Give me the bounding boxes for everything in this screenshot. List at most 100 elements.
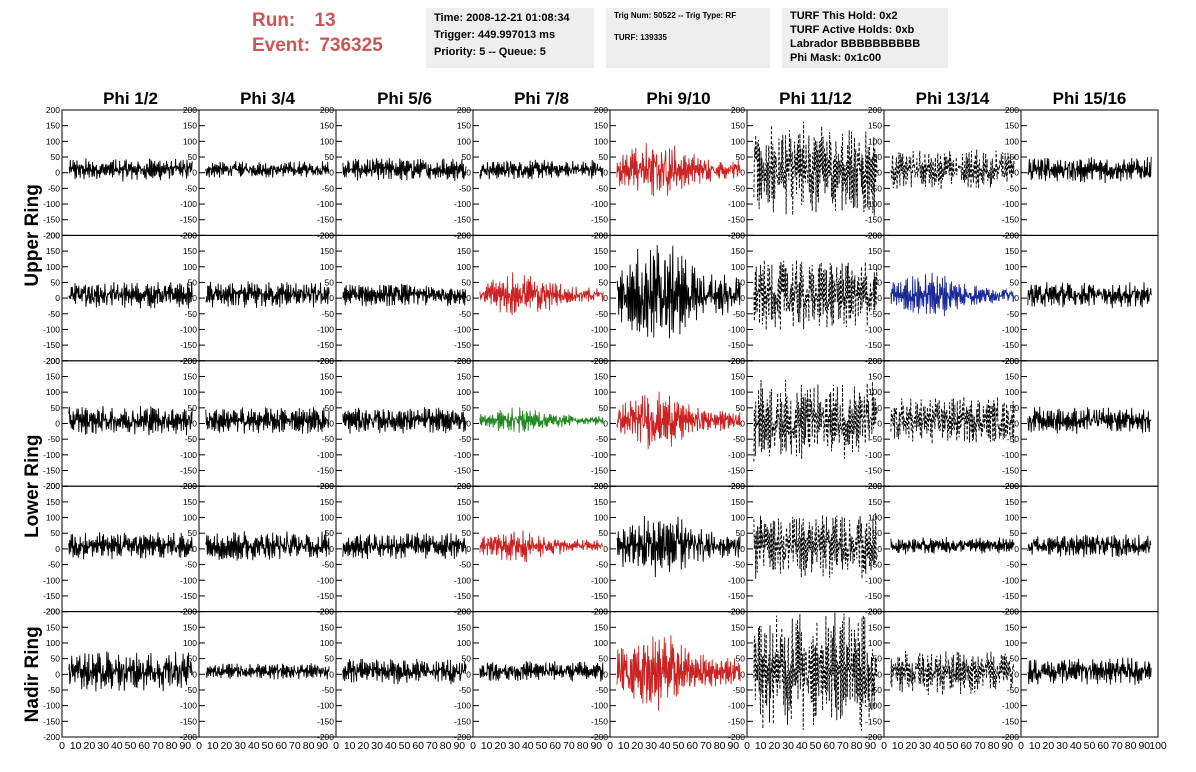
y-tick-label: -50 bbox=[48, 560, 61, 570]
waveform-trace bbox=[479, 407, 604, 433]
x-tick-label: 70 bbox=[152, 740, 164, 752]
y-tick-label: 150 bbox=[46, 371, 60, 381]
x-tick-label: 0 bbox=[196, 740, 202, 752]
y-tick-label: 150 bbox=[457, 121, 471, 131]
y-tick-label: 200 bbox=[320, 356, 334, 366]
y-tick-label: 50 bbox=[51, 152, 61, 162]
x-tick-label: 90 bbox=[727, 740, 739, 752]
y-tick-label: -50 bbox=[733, 183, 746, 193]
x-tick-label: 50 bbox=[810, 740, 822, 752]
y-tick-label: -150 bbox=[454, 215, 471, 225]
x-tick-label: 30 bbox=[919, 740, 931, 752]
event-value: 736325 bbox=[319, 35, 383, 56]
waveform-trace bbox=[1027, 406, 1152, 434]
run-event-box: Run: 13 Event: 736325 bbox=[252, 8, 412, 58]
waveform-trace bbox=[342, 532, 467, 560]
x-tick-label: 70 bbox=[426, 740, 438, 752]
y-tick-label: -150 bbox=[317, 716, 334, 726]
y-tick-label: 100 bbox=[1005, 638, 1019, 648]
y-tick-label: -50 bbox=[1007, 560, 1020, 570]
y-tick-label: 0 bbox=[1014, 168, 1019, 178]
x-tick-label: 50 bbox=[947, 740, 959, 752]
y-tick-label: -100 bbox=[728, 701, 745, 711]
y-tick-label: 100 bbox=[868, 513, 882, 523]
y-tick-label: 50 bbox=[1010, 403, 1020, 413]
x-tick-label: 60 bbox=[549, 740, 561, 752]
y-tick-label: -50 bbox=[870, 560, 883, 570]
y-tick-label: 50 bbox=[873, 654, 883, 664]
x-tick-label: 50 bbox=[536, 740, 548, 752]
x-tick-label: 0 bbox=[470, 740, 476, 752]
y-tick-label: 200 bbox=[868, 607, 882, 617]
trig-num-text: Trig Num: 50522 -- Trig Type: RF bbox=[614, 11, 737, 20]
y-tick-label: 150 bbox=[594, 121, 608, 131]
y-tick-label: 50 bbox=[873, 152, 883, 162]
y-tick-label: -50 bbox=[733, 560, 746, 570]
y-tick-label: 100 bbox=[594, 387, 608, 397]
y-tick-label: 100 bbox=[183, 262, 197, 272]
y-tick-label: 150 bbox=[1005, 622, 1019, 632]
y-tick-label: 100 bbox=[183, 136, 197, 146]
x-tick-label: 60 bbox=[412, 740, 424, 752]
y-tick-label: -50 bbox=[1007, 309, 1020, 319]
waveform-trace bbox=[1027, 657, 1152, 685]
y-tick-label: 150 bbox=[320, 622, 334, 632]
y-tick-label: 200 bbox=[868, 230, 882, 240]
x-tick-label: 10 bbox=[207, 740, 219, 752]
y-tick-label: -100 bbox=[317, 575, 334, 585]
y-tick-label: 100 bbox=[594, 136, 608, 146]
y-tick-label: 50 bbox=[188, 277, 198, 287]
event-label: Event: bbox=[252, 35, 311, 56]
y-tick-label: -100 bbox=[454, 575, 471, 585]
waveform-trace bbox=[890, 537, 1015, 555]
y-tick-label: 50 bbox=[599, 152, 609, 162]
y-tick-label: 50 bbox=[462, 277, 472, 287]
x-tick-label: 80 bbox=[988, 740, 1000, 752]
y-tick-label: 150 bbox=[183, 371, 197, 381]
x-tick-label: 60 bbox=[823, 740, 835, 752]
y-tick-label: -100 bbox=[591, 701, 608, 711]
y-tick-label: 0 bbox=[192, 293, 197, 303]
x-tick-label: 30 bbox=[97, 740, 109, 752]
y-tick-label: -50 bbox=[185, 685, 198, 695]
y-tick-label: 50 bbox=[325, 277, 335, 287]
y-tick-label: -150 bbox=[454, 591, 471, 601]
x-tick-label: 80 bbox=[440, 740, 452, 752]
y-tick-label: 100 bbox=[594, 513, 608, 523]
y-tick-label: -50 bbox=[185, 309, 198, 319]
y-tick-label: -100 bbox=[43, 199, 60, 209]
y-tick-label: 0 bbox=[740, 419, 745, 429]
x-tick-label: 10 bbox=[344, 740, 356, 752]
y-tick-label: 200 bbox=[457, 356, 471, 366]
y-tick-label: 0 bbox=[740, 544, 745, 554]
trigger-text: Trigger: 449.997013 ms bbox=[434, 29, 556, 41]
x-tick-label: 70 bbox=[1111, 740, 1123, 752]
x-tick-label: 60 bbox=[686, 740, 698, 752]
y-tick-label: -150 bbox=[591, 340, 608, 350]
ring-label-3: Nadir Ring bbox=[22, 626, 43, 722]
waveform-trace bbox=[342, 658, 467, 685]
y-tick-label: 100 bbox=[457, 262, 471, 272]
y-tick-label: -50 bbox=[322, 183, 335, 193]
y-tick-label: 50 bbox=[462, 152, 472, 162]
y-tick-label: 50 bbox=[51, 403, 61, 413]
y-tick-label: -150 bbox=[180, 215, 197, 225]
y-tick-label: 0 bbox=[466, 419, 471, 429]
y-tick-label: -150 bbox=[865, 591, 882, 601]
y-tick-label: -100 bbox=[454, 450, 471, 460]
x-tick-label: 70 bbox=[974, 740, 986, 752]
y-tick-label: -100 bbox=[43, 324, 60, 334]
y-tick-label: 100 bbox=[320, 513, 334, 523]
y-tick-label: -100 bbox=[317, 701, 334, 711]
waveform-trace bbox=[1027, 156, 1152, 184]
y-tick-label: 200 bbox=[457, 230, 471, 240]
y-tick-label: -150 bbox=[454, 340, 471, 350]
y-tick-label: -150 bbox=[180, 340, 197, 350]
waveform-trace bbox=[68, 158, 193, 182]
y-tick-label: 150 bbox=[731, 371, 745, 381]
y-tick-label: 150 bbox=[1005, 371, 1019, 381]
y-tick-label: 200 bbox=[1005, 607, 1019, 617]
y-tick-label: 50 bbox=[462, 403, 472, 413]
x-tick-label: 90 bbox=[453, 740, 465, 752]
y-tick-label: -150 bbox=[728, 466, 745, 476]
